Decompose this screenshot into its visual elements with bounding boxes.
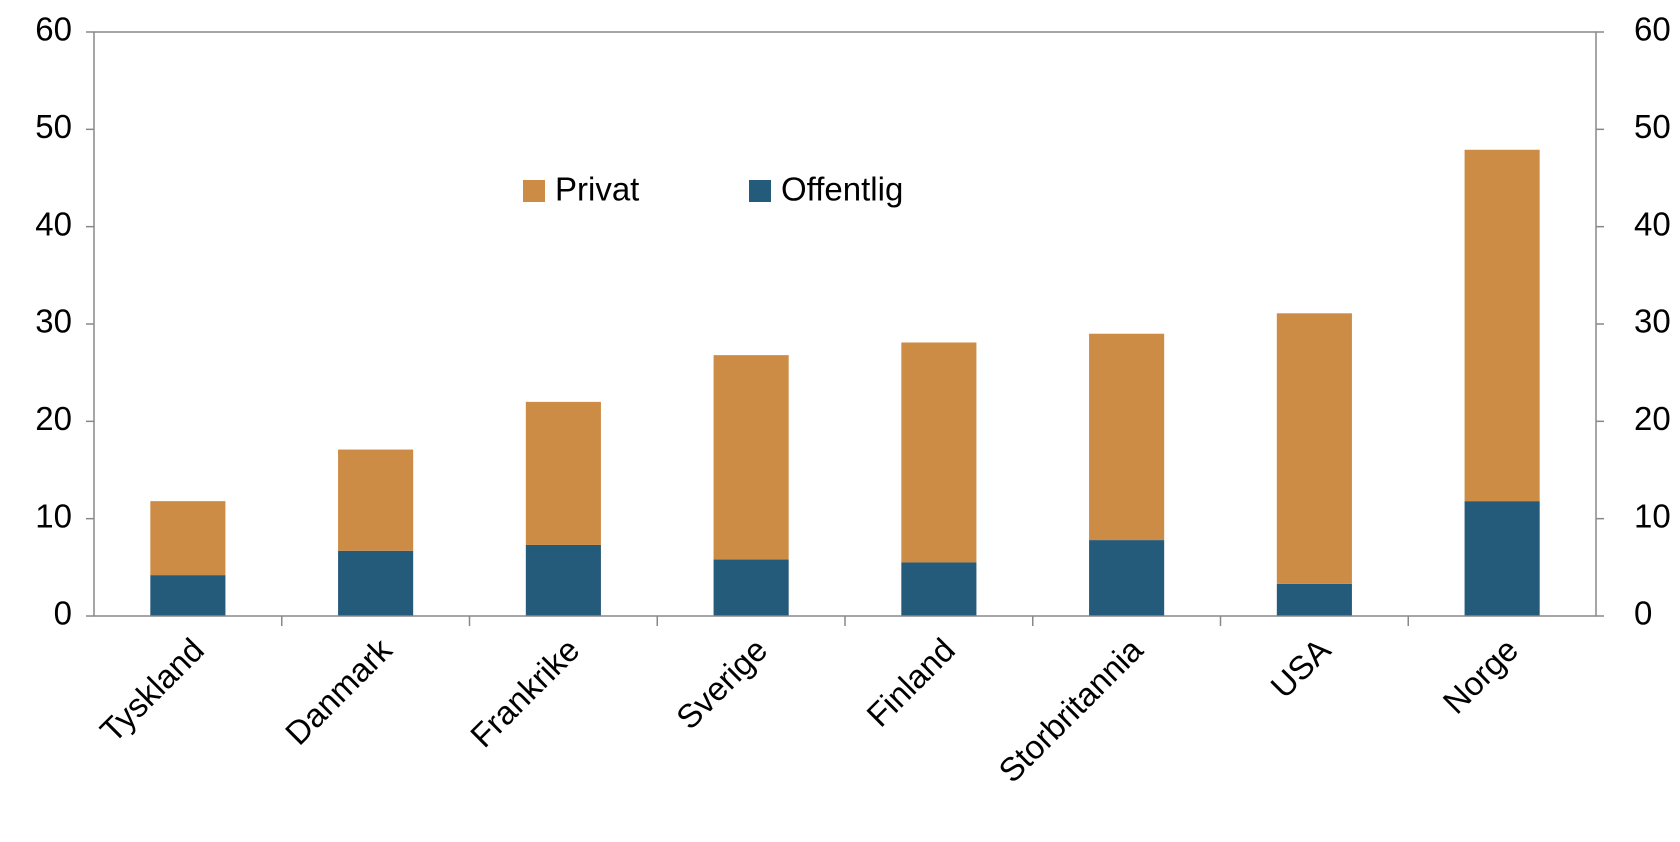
y2-tick-label: 50 (1634, 108, 1671, 145)
y2-tick-label: 40 (1634, 205, 1671, 242)
y2-tick-label: 0 (1634, 595, 1652, 632)
bar-segment (150, 575, 226, 616)
legend-label: Offentlig (781, 171, 903, 208)
bar-segment (525, 401, 601, 545)
bar-segment (1464, 149, 1540, 502)
bar-segment (525, 544, 601, 616)
legend-label: Privat (555, 171, 639, 208)
plot-frame (93, 31, 1597, 617)
bar-segment (713, 559, 789, 616)
legend-swatch (523, 180, 545, 202)
bar-segment (713, 355, 789, 560)
bar-segment (1089, 540, 1165, 616)
y-tick-label: 0 (54, 595, 72, 632)
y2-tick-label: 60 (1634, 11, 1671, 48)
bar-segment (1276, 313, 1352, 584)
y-tick-label: 30 (35, 303, 72, 340)
y-tick-label: 40 (35, 205, 72, 242)
bar-segment (338, 550, 414, 616)
x-tick-label: Finland (859, 631, 962, 734)
bar-segment (901, 562, 977, 616)
y2-tick-label: 10 (1634, 497, 1671, 534)
x-tick-label: Sverige (669, 631, 774, 736)
x-tick-label: Tyskland (93, 631, 211, 749)
bar-segment (1464, 501, 1540, 616)
bar-segment (150, 501, 226, 576)
bar-segment (1276, 583, 1352, 616)
y2-tick-label: 30 (1634, 303, 1671, 340)
bar-segment (1089, 333, 1165, 541)
bar-segment (901, 342, 977, 563)
y-tick-label: 60 (35, 11, 72, 48)
x-tick-label: USA (1263, 631, 1337, 705)
x-tick-label: Storbritannia (991, 630, 1150, 789)
legend-swatch (749, 180, 771, 202)
y-tick-label: 50 (35, 108, 72, 145)
y2-tick-label: 20 (1634, 400, 1671, 437)
x-tick-label: Norge (1436, 631, 1526, 721)
y-tick-label: 10 (35, 497, 72, 534)
x-tick-label: Frankrike (463, 631, 586, 754)
bar-segment (338, 449, 414, 551)
x-tick-label: Danmark (278, 631, 399, 752)
y-tick-label: 20 (35, 400, 72, 437)
